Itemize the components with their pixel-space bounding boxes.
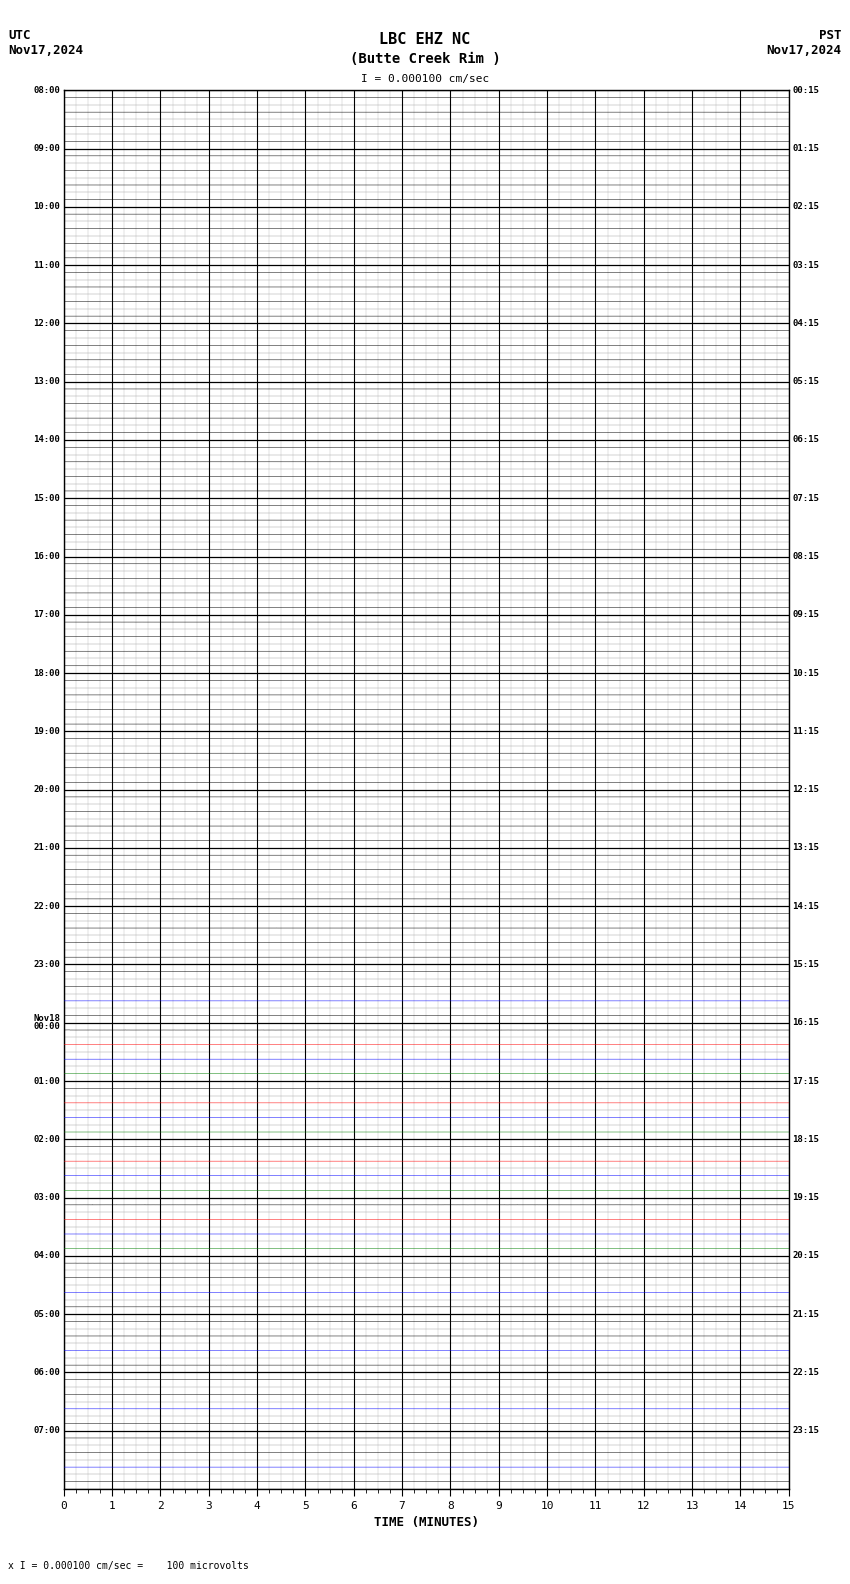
Text: 15:15: 15:15	[792, 960, 819, 969]
Text: 14:00: 14:00	[33, 436, 60, 445]
Text: PST
Nov17,2024: PST Nov17,2024	[767, 29, 842, 57]
Text: 10:00: 10:00	[33, 203, 60, 211]
Text: 16:00: 16:00	[33, 551, 60, 561]
Text: Nov18
00:00: Nov18 00:00	[33, 1014, 60, 1031]
Text: 20:15: 20:15	[792, 1251, 819, 1261]
Text: 06:15: 06:15	[792, 436, 819, 445]
Text: 22:00: 22:00	[33, 901, 60, 911]
Text: 17:15: 17:15	[792, 1077, 819, 1085]
Text: 06:00: 06:00	[33, 1369, 60, 1376]
Text: 19:00: 19:00	[33, 727, 60, 737]
Text: (Butte Creek Rim ): (Butte Creek Rim )	[349, 52, 501, 67]
Text: 14:15: 14:15	[792, 901, 819, 911]
Text: 08:15: 08:15	[792, 551, 819, 561]
Text: 09:15: 09:15	[792, 610, 819, 619]
Text: UTC
Nov17,2024: UTC Nov17,2024	[8, 29, 83, 57]
Text: 00:15: 00:15	[792, 86, 819, 95]
Text: 01:15: 01:15	[792, 144, 819, 154]
X-axis label: TIME (MINUTES): TIME (MINUTES)	[374, 1516, 479, 1529]
Text: 04:00: 04:00	[33, 1251, 60, 1261]
Text: 20:00: 20:00	[33, 786, 60, 794]
Text: 05:15: 05:15	[792, 377, 819, 386]
Text: 07:00: 07:00	[33, 1426, 60, 1435]
Text: 02:15: 02:15	[792, 203, 819, 211]
Text: 16:15: 16:15	[792, 1019, 819, 1028]
Text: 08:00: 08:00	[33, 86, 60, 95]
Text: 21:15: 21:15	[792, 1310, 819, 1318]
Text: 09:00: 09:00	[33, 144, 60, 154]
Text: 23:15: 23:15	[792, 1426, 819, 1435]
Text: 15:00: 15:00	[33, 494, 60, 502]
Text: 04:15: 04:15	[792, 318, 819, 328]
Text: 05:00: 05:00	[33, 1310, 60, 1318]
Text: 01:00: 01:00	[33, 1077, 60, 1085]
Text: x I = 0.000100 cm/sec =    100 microvolts: x I = 0.000100 cm/sec = 100 microvolts	[8, 1562, 249, 1571]
Text: 11:00: 11:00	[33, 261, 60, 269]
Text: 18:00: 18:00	[33, 668, 60, 678]
Text: 11:15: 11:15	[792, 727, 819, 737]
Text: 21:00: 21:00	[33, 843, 60, 852]
Text: 13:00: 13:00	[33, 377, 60, 386]
Text: 12:15: 12:15	[792, 786, 819, 794]
Text: 17:00: 17:00	[33, 610, 60, 619]
Text: 03:15: 03:15	[792, 261, 819, 269]
Text: 07:15: 07:15	[792, 494, 819, 502]
Text: 19:15: 19:15	[792, 1193, 819, 1202]
Text: 23:00: 23:00	[33, 960, 60, 969]
Text: 18:15: 18:15	[792, 1134, 819, 1144]
Text: 10:15: 10:15	[792, 668, 819, 678]
Text: 03:00: 03:00	[33, 1193, 60, 1202]
Text: 12:00: 12:00	[33, 318, 60, 328]
Text: 22:15: 22:15	[792, 1369, 819, 1376]
Text: 02:00: 02:00	[33, 1134, 60, 1144]
Text: LBC EHZ NC: LBC EHZ NC	[379, 32, 471, 46]
Text: I = 0.000100 cm/sec: I = 0.000100 cm/sec	[361, 74, 489, 84]
Text: 13:15: 13:15	[792, 843, 819, 852]
